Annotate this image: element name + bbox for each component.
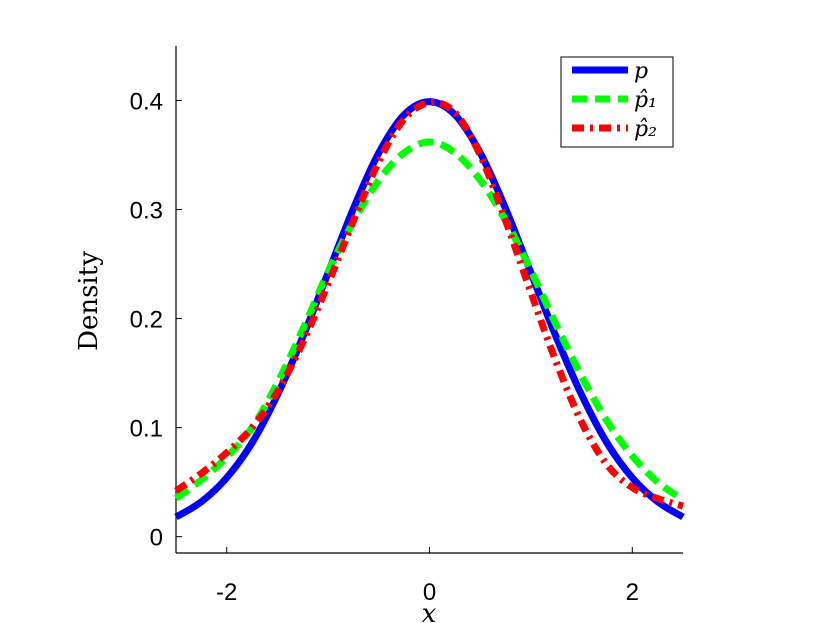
y-tick-label: 0.2 — [130, 307, 163, 334]
legend-label-p: p — [634, 59, 648, 84]
legend: p p̂₁ p̂₂ — [560, 56, 674, 148]
y-tick-label: 0.3 — [130, 198, 163, 225]
y-tick-label: 0.1 — [130, 416, 163, 443]
series-line-p-hat-2 — [174, 98, 685, 510]
legend-label-p-hat-2: p̂₂ — [634, 117, 657, 142]
x-tick-label: 0 — [423, 579, 436, 606]
series-line-p — [174, 98, 685, 521]
y-axis-label: Density — [74, 251, 104, 351]
legend-label-p-hat-1: p̂₁ — [634, 88, 657, 113]
ticks: -2 0 2 0 0.1 0.2 0.3 0.4 — [130, 89, 639, 606]
series-layer — [173, 98, 685, 521]
y-tick-label: 0.4 — [130, 89, 163, 116]
x-axis-label: x — [422, 599, 437, 623]
y-tick-label: 0 — [150, 525, 163, 552]
x-tick-label: 2 — [626, 579, 639, 606]
x-tick-label: -2 — [216, 579, 237, 606]
